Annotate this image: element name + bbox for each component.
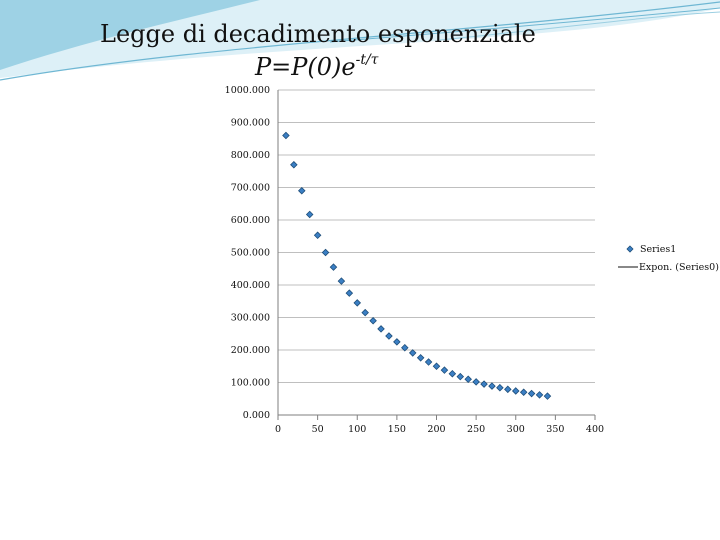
x-tick-label: 300: [507, 424, 525, 435]
data-point: [305, 210, 314, 219]
data-point: [543, 392, 552, 400]
swoosh-line-3: [439, 11, 720, 41]
data-point: [448, 369, 457, 378]
data-point: [353, 299, 362, 307]
data-point: [496, 383, 504, 392]
data-point: [385, 332, 393, 340]
y-tick-label: 800.000: [231, 150, 270, 161]
data-point: [369, 316, 377, 325]
decay-formula: P=P(0)e-t/τ: [255, 52, 378, 81]
y-tick-label: 1000.000: [225, 85, 270, 96]
swoosh-band: [0, 0, 260, 70]
data-point: [416, 354, 425, 362]
data-point: [408, 349, 417, 357]
data-point: [282, 131, 290, 140]
x-tick-label: 150: [388, 424, 406, 435]
data-point: [527, 389, 536, 398]
swoosh-line-1: [0, 1, 720, 81]
data-point: [345, 289, 354, 297]
legend-marker-series1: [626, 245, 634, 253]
data-point: [298, 186, 306, 195]
y-tick-label: 600.000: [231, 215, 270, 226]
y-tick-label: 400.000: [231, 280, 270, 291]
data-point: [290, 160, 298, 169]
data-point: [424, 358, 433, 366]
data-point: [504, 385, 512, 394]
data-point: [535, 391, 544, 399]
x-tick-label: 200: [427, 424, 445, 435]
chart-title: Legge di decadimento esponenziale: [100, 20, 536, 48]
data-point: [321, 248, 330, 257]
data-point: [329, 263, 338, 271]
x-tick-label: 400: [586, 424, 604, 435]
x-tick-label: 0: [275, 424, 281, 435]
x-tick-label: 250: [467, 424, 485, 435]
swoosh-line-2: [329, 7, 720, 43]
data-point: [432, 362, 441, 371]
formula-exponent: -t/τ: [355, 52, 379, 68]
y-tick-label: 300.000: [231, 313, 270, 324]
data-point: [480, 380, 488, 388]
data-point: [472, 378, 480, 386]
data-point: [337, 277, 346, 285]
data-point: [519, 388, 528, 397]
data-point: [488, 382, 496, 390]
y-tick-label: 700.000: [231, 183, 270, 194]
legend-label-trend: Expon. (Series0): [639, 262, 719, 273]
x-tick-label: 100: [348, 424, 366, 435]
y-tick-label: 500.000: [231, 248, 270, 259]
y-tick-label: 200.000: [231, 345, 270, 356]
legend-label-series1: Series1: [640, 244, 676, 255]
data-point: [440, 366, 449, 374]
data-point: [377, 325, 385, 333]
data-point: [456, 372, 465, 381]
data-point: [361, 308, 369, 317]
data-point: [401, 343, 409, 352]
y-tick-label: 0.000: [243, 410, 270, 421]
y-tick-label: 100.000: [231, 378, 270, 389]
formula-base: P=P(0)e: [255, 53, 356, 81]
x-tick-label: 50: [312, 424, 324, 435]
x-tick-label: 350: [546, 424, 564, 435]
data-point: [464, 375, 472, 384]
header-swoosh-decoration: [0, 0, 720, 81]
y-tick-label: 900.000: [231, 118, 270, 129]
data-point: [393, 338, 401, 346]
data-point: [511, 387, 520, 395]
data-point: [313, 231, 322, 240]
